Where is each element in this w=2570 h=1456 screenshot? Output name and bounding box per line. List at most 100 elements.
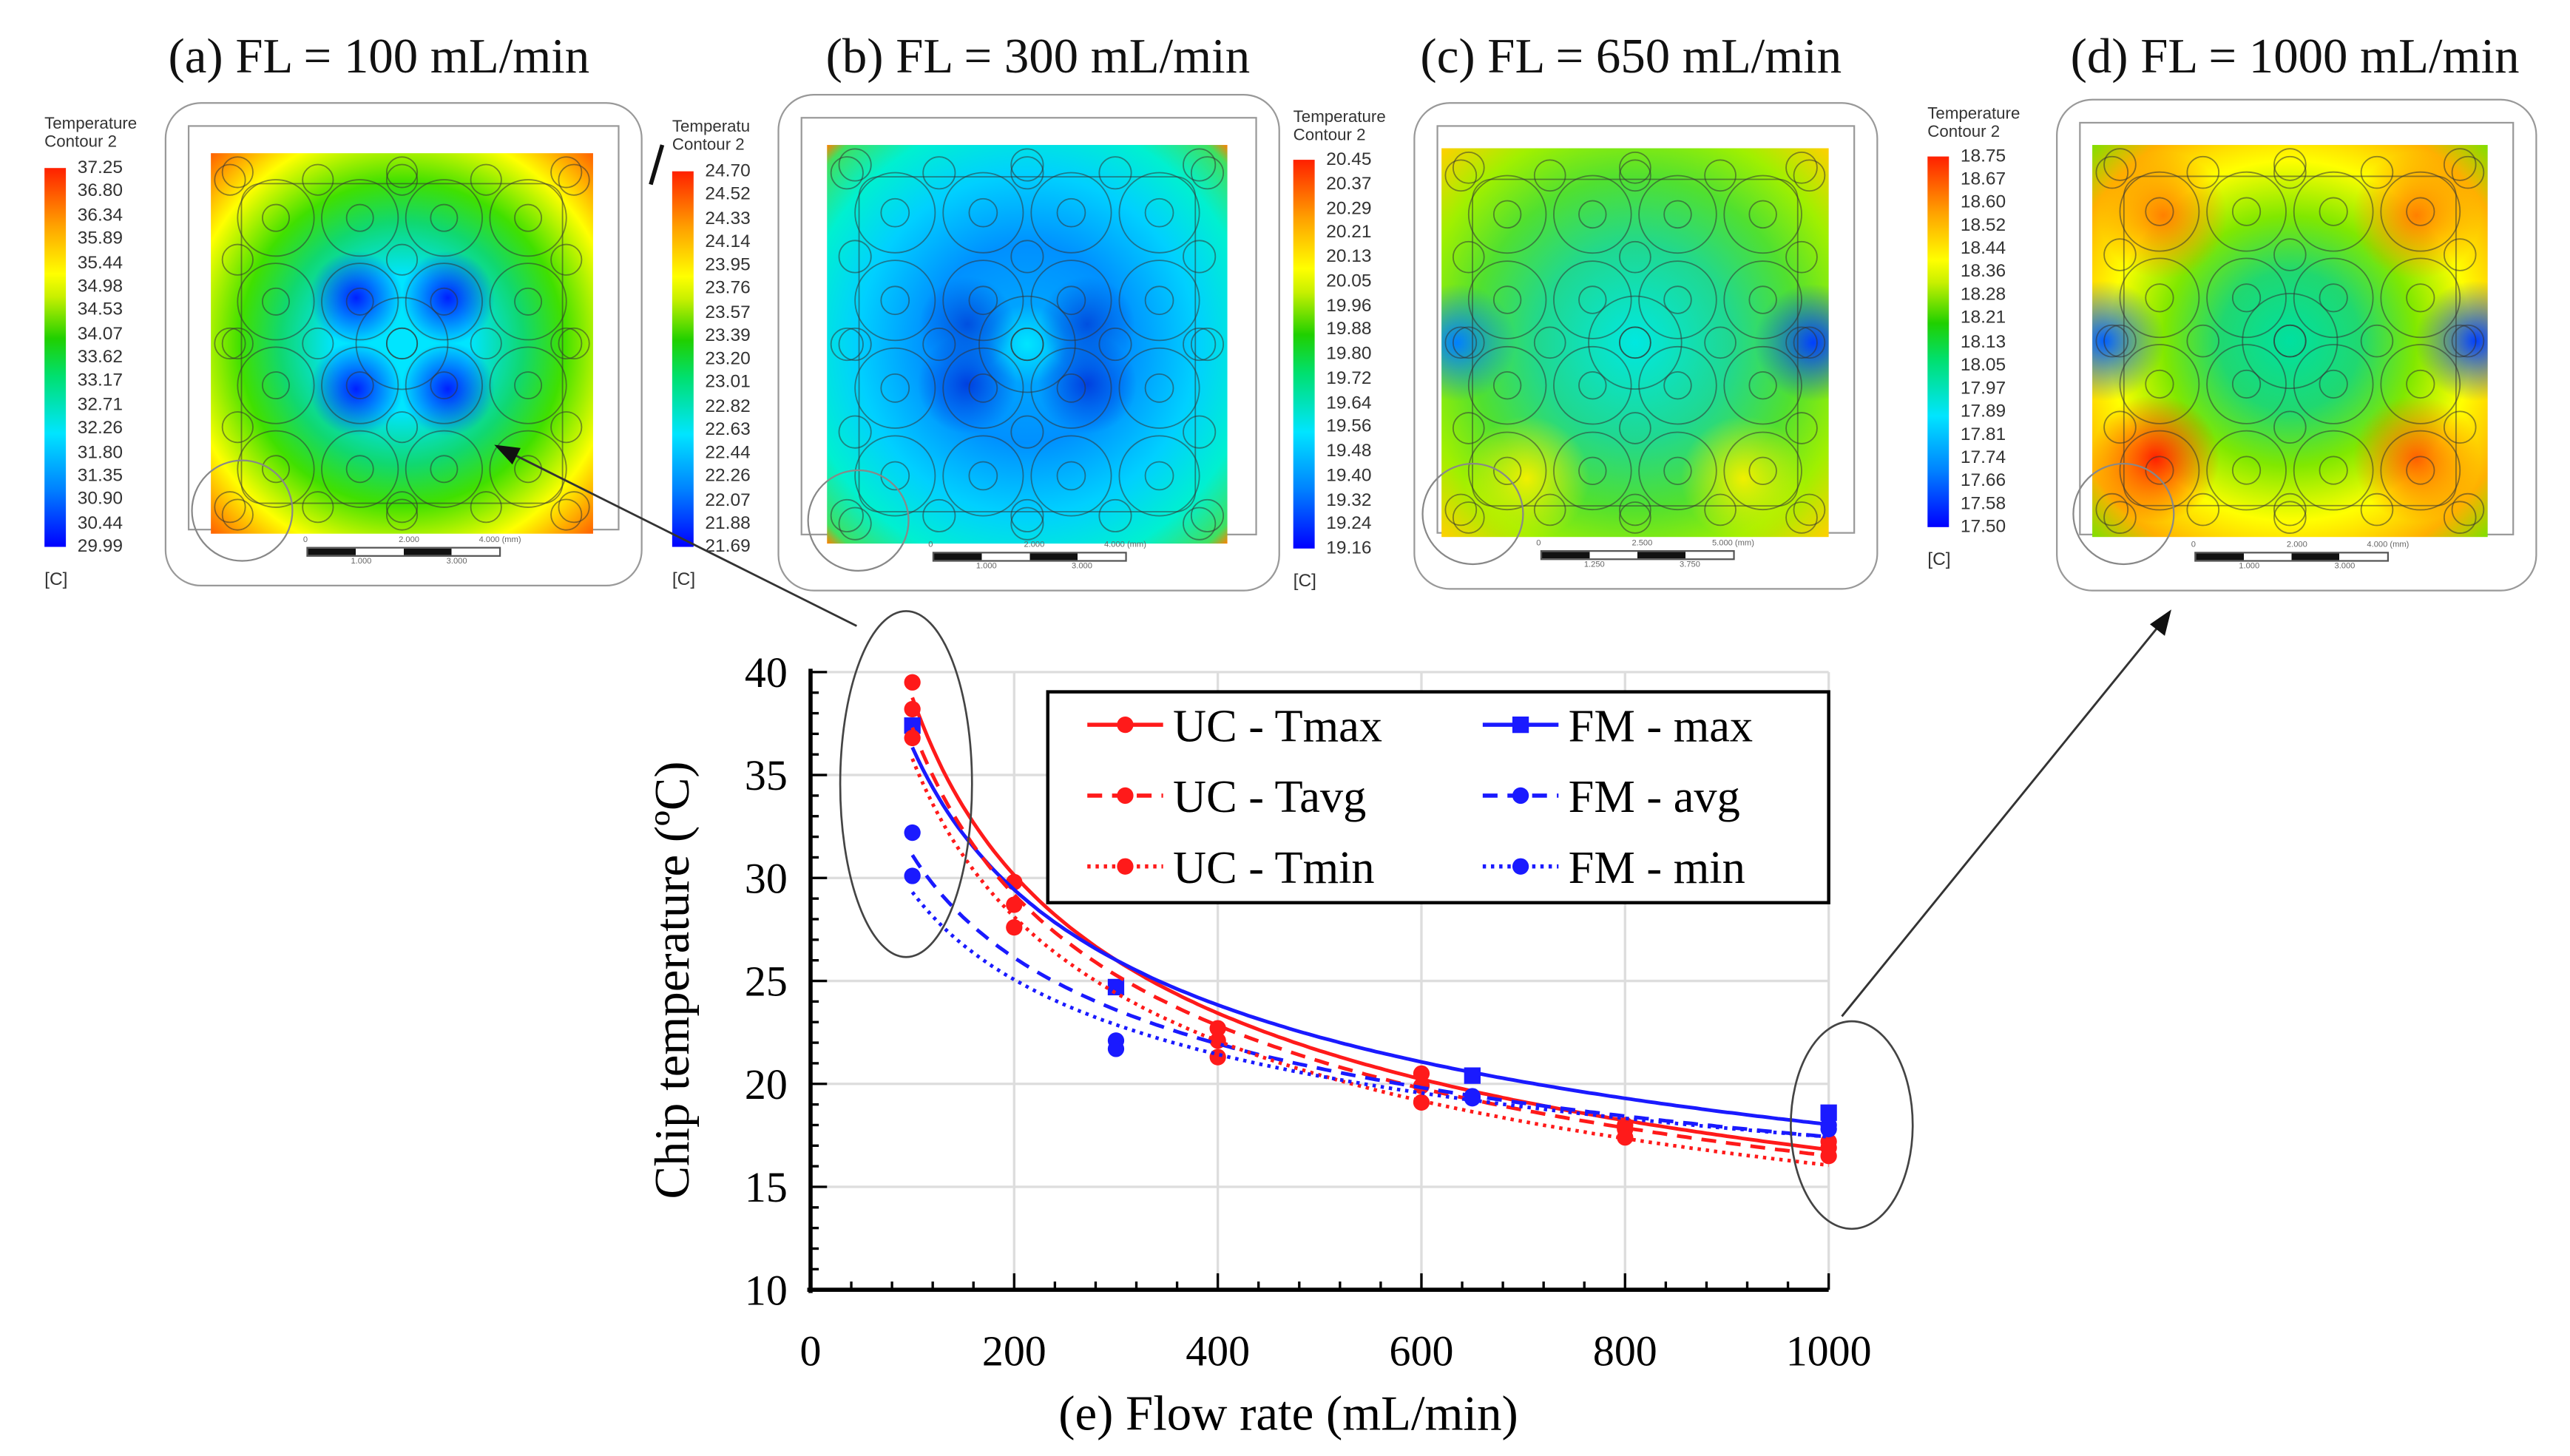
- panel-d-title: (d) FL = 1000 mL/min: [2070, 30, 2520, 84]
- x-tick-label: 400: [1186, 1327, 1250, 1375]
- colorbar-tick-label: 19.72: [1326, 368, 1372, 389]
- y-tick-label: 20: [745, 1060, 788, 1108]
- scale-bar-label: 1.000: [351, 556, 372, 567]
- colorbar-tick-label: 33.62: [77, 348, 124, 368]
- colorbar-tick-label: 17.66: [1960, 470, 2006, 491]
- scale-bar-label: 4.000 (mm): [2367, 540, 2410, 551]
- data-point: [1617, 1129, 1634, 1146]
- colorbar-tick-label: 17.74: [1960, 447, 2006, 468]
- legend-marker: [1117, 717, 1134, 734]
- colorbar-tick-label: 22.63: [705, 419, 751, 440]
- data-point: [1209, 1020, 1226, 1037]
- scale-bar-label: 3.000: [2334, 561, 2356, 572]
- scale-bar-label: 2.000: [2286, 540, 2307, 551]
- highlight-ellipse-low-flow: [839, 610, 973, 958]
- colorbar-tick-label: 34.98: [77, 276, 124, 297]
- data-point: [904, 867, 921, 884]
- arrow-to-panel-a: [507, 450, 857, 627]
- scale-bar-label: 0: [302, 535, 308, 546]
- series-line-fmmin: [910, 890, 1829, 1139]
- data-point: [904, 674, 921, 691]
- colorbar-tick-label: 19.32: [1326, 490, 1372, 510]
- panel-c-colorbar: [1293, 160, 1315, 549]
- panel-b-legend-title: Temperatu Contour 2: [672, 118, 751, 155]
- legend: UC - Tmax FM - max UC - Tavg FM - avg UC - T…: [1046, 690, 1830, 904]
- arrow-to-panel-d: [1841, 622, 2162, 1017]
- legend-marker: [1512, 787, 1529, 805]
- legend-marker: [1117, 858, 1134, 875]
- panel-a-corner-highlight-circle: [191, 459, 294, 562]
- data-point: [1413, 1065, 1430, 1082]
- panel-b-outer-frame: [777, 93, 1280, 592]
- y-tick-label: 30: [745, 854, 788, 902]
- colorbar-tick-label: 32.71: [77, 395, 124, 415]
- colorbar-tick-label: 17.50: [1960, 517, 2006, 538]
- colorbar-tick-label: 22.26: [705, 466, 751, 487]
- colorbar-tick-label: 24.33: [705, 208, 751, 228]
- data-point: [1820, 1104, 1837, 1121]
- colorbar-tick-label: 22.82: [705, 396, 751, 416]
- x-tick-label: 200: [982, 1327, 1046, 1375]
- series-line-fmavg: [910, 854, 1829, 1139]
- legend-box: [1046, 690, 1830, 904]
- data-point: [1107, 1040, 1125, 1057]
- y-axis-label: Chip temperature (ºC): [645, 761, 700, 1199]
- x-tick-label: 600: [1390, 1327, 1454, 1375]
- colorbar-tick-label: 19.16: [1326, 538, 1372, 559]
- panel-c-unit: [C]: [1293, 571, 1316, 592]
- data-point: [904, 700, 921, 718]
- scale-bar-label: 4.000 (mm): [1103, 540, 1146, 551]
- colorbar-tick-label: 34.07: [77, 324, 124, 344]
- colorbar-tick-label: 19.96: [1326, 295, 1372, 316]
- scale-bar-label: 3.750: [1680, 560, 1700, 570]
- colorbar-tick-label: 19.48: [1326, 441, 1372, 461]
- y-tick-label: 40: [745, 649, 788, 697]
- colorbar-tick-label: 24.52: [705, 185, 751, 205]
- series-line-uctmax: [910, 697, 1829, 1152]
- panel-b-colorbar: [672, 171, 694, 547]
- colorbar-tick-label: 20.37: [1326, 174, 1372, 194]
- stray-mark: [649, 144, 665, 186]
- colorbar-tick-label: 30.44: [77, 513, 124, 533]
- data-point: [1464, 1090, 1481, 1107]
- panel-d-outer-frame: [2056, 98, 2537, 592]
- scale-bar-label: 3.000: [1072, 561, 1092, 572]
- colorbar-tick-label: 36.34: [77, 205, 124, 226]
- panel-d-unit: [C]: [1927, 550, 1951, 570]
- colorbar-tick-label: 29.99: [77, 537, 124, 557]
- panel-b-corner-highlight-circle: [807, 469, 910, 572]
- colorbar-tick-label: 36.80: [77, 181, 124, 202]
- legend-label: FM - avg: [1569, 771, 1740, 822]
- colorbar-tick-label: 18.60: [1960, 192, 2006, 213]
- legend-label: FM - max: [1569, 700, 1753, 751]
- colorbar-tick-label: 20.13: [1326, 247, 1372, 267]
- data-point: [1413, 1094, 1430, 1111]
- panel-a-legend-title: Temperature Contour 2: [44, 115, 138, 152]
- panel-a-outer-frame: [164, 102, 643, 587]
- panel-b-title: (b) FL = 300 mL/min: [825, 30, 1251, 84]
- colorbar-tick-label: 31.35: [77, 466, 124, 486]
- colorbar-tick-label: 17.81: [1960, 424, 2006, 444]
- panel-d-legend-title: Temperature Contour 2: [1927, 105, 2021, 142]
- colorbar-tick-label: 23.57: [705, 302, 751, 322]
- panel-d-colorbar-ticks: 18.75 18.67 18.60 18.52 18.44 18.36 18.28 18.21…: [1961, 146, 2006, 537]
- panel-c-colorbar-ticks: 20.45 20.37 20.29 20.21 20.13 20.05 19.96 19.88…: [1326, 150, 1371, 558]
- colorbar-tick-label: 23.39: [705, 325, 751, 346]
- panel-d-colorbar: [1927, 156, 1950, 527]
- y-tick-label: 15: [745, 1163, 788, 1211]
- colorbar-tick-label: 34.53: [77, 299, 124, 320]
- panel-a-unit: [C]: [44, 569, 68, 590]
- colorbar-tick-label: 19.88: [1326, 319, 1372, 340]
- colorbar-tick-label: 23.01: [705, 372, 751, 393]
- panel-b-temperature-contour: [827, 145, 1228, 544]
- scale-bar-label: 0: [2191, 540, 2196, 551]
- data-point: [904, 824, 921, 842]
- scale-bar-label: 1.000: [975, 561, 997, 572]
- scale-bar-label: 4.000 (mm): [479, 535, 521, 546]
- legend-marker: [1512, 717, 1529, 734]
- panel-d-scale-bar: [2194, 552, 2390, 562]
- colorbar-tick-label: 23.76: [705, 279, 751, 299]
- scale-bar-label: 5.000 (mm): [1711, 538, 1754, 549]
- data-point: [1006, 919, 1023, 936]
